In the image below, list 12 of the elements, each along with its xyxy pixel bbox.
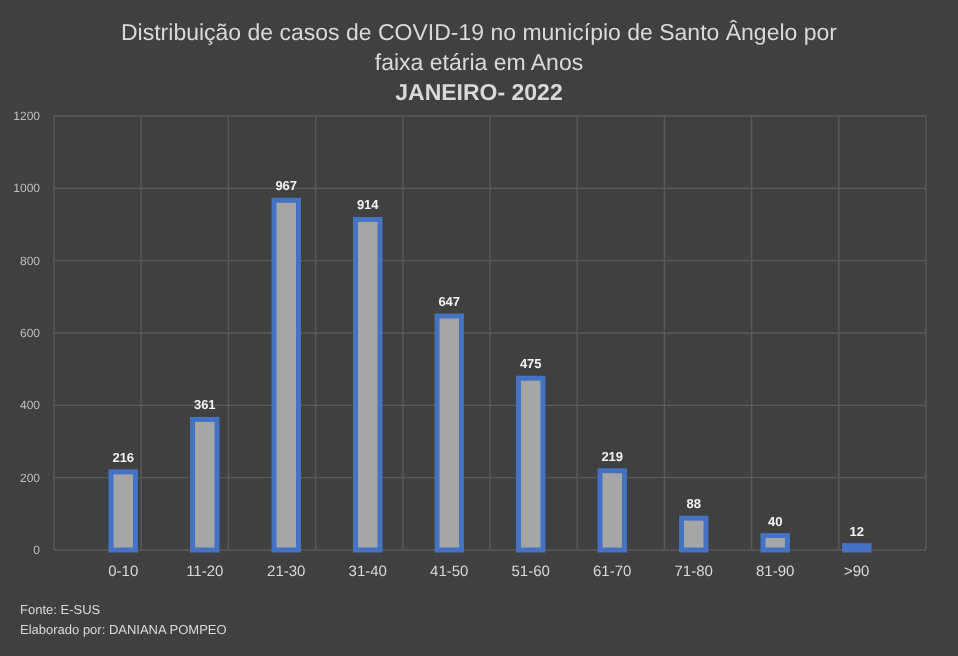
chart-title: Distribuição de casos de COVID-19 no município de Santo Ângelo por faixa etária em Anos	[121, 18, 838, 76]
bar	[434, 313, 464, 553]
bar	[760, 533, 790, 553]
bar	[271, 197, 301, 553]
bar	[516, 375, 546, 553]
chart-subtitle: JANEIRO- 2022	[395, 82, 563, 106]
bar	[679, 515, 709, 553]
bar	[108, 469, 138, 553]
bar	[190, 416, 220, 553]
bar	[597, 468, 627, 553]
bar	[842, 543, 872, 553]
bar	[353, 216, 383, 553]
